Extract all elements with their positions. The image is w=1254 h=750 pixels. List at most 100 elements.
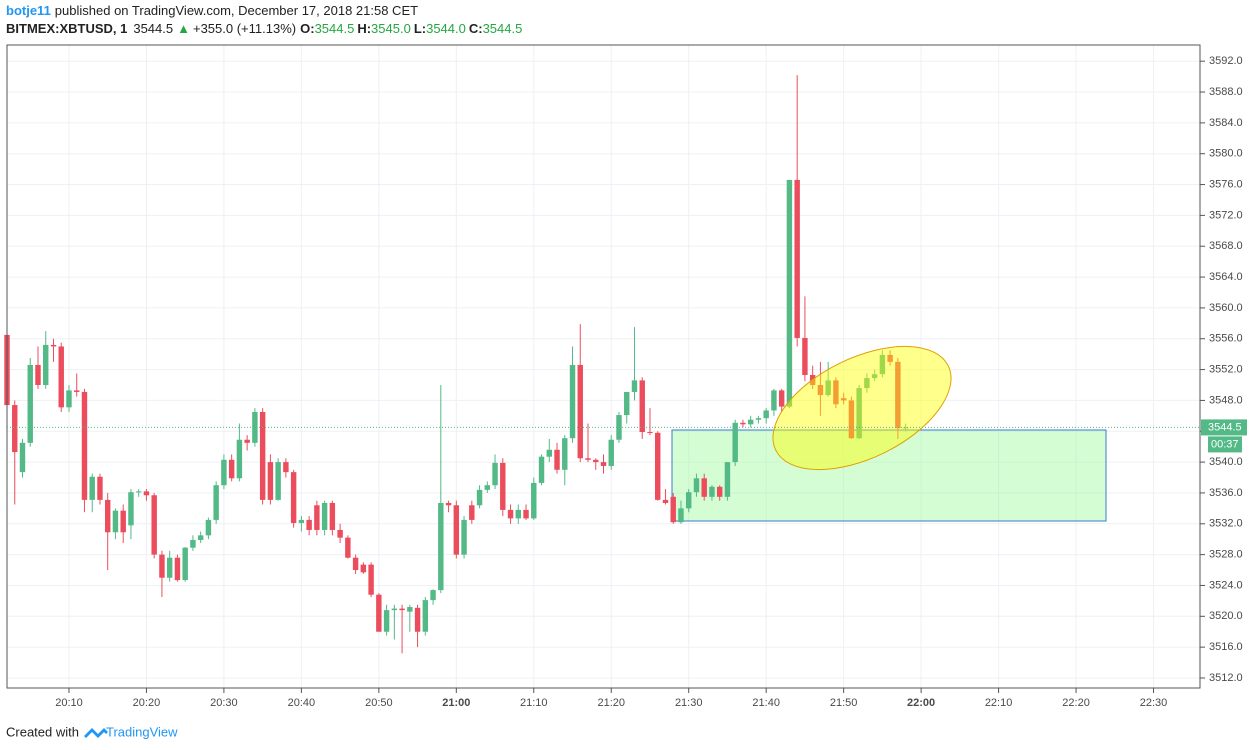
x-tick-label: 20:10 — [55, 697, 83, 709]
candle-body — [709, 486, 715, 497]
last: 3544.5 — [133, 21, 173, 36]
candle-body — [531, 482, 537, 519]
candle-body — [701, 478, 707, 497]
candle-body — [755, 418, 762, 420]
candle-body — [825, 380, 831, 396]
candle-body — [259, 411, 266, 500]
candle-body — [554, 449, 560, 470]
countdown-box — [1208, 436, 1242, 453]
o-label: O: — [300, 21, 314, 36]
candle-body — [902, 427, 909, 429]
user[interactable]: botje11 — [6, 3, 51, 18]
candle-body — [484, 485, 491, 490]
candle-body — [190, 539, 196, 548]
candle-body — [151, 495, 157, 555]
c-label: C: — [469, 21, 483, 36]
x-tick-label: 20:40 — [288, 697, 316, 709]
candle-body — [128, 492, 134, 526]
x-tick-label: 20:50 — [365, 697, 393, 709]
candle-body — [66, 390, 72, 408]
y-tick-label: 3564.0 — [1209, 271, 1243, 283]
candle-body — [298, 519, 305, 524]
x-tick-label: 22:10 — [985, 697, 1013, 709]
y-tick-label: 3556.0 — [1209, 333, 1243, 345]
candle-body — [724, 462, 731, 497]
footer-brand[interactable]: TradingView — [106, 724, 178, 739]
candle-body — [81, 391, 88, 500]
candle-body — [43, 344, 49, 386]
candle-body — [476, 489, 483, 506]
candle-body — [290, 472, 297, 524]
candle-body — [507, 509, 514, 519]
candle-body — [391, 608, 398, 611]
plot-frame — [6, 44, 1201, 689]
candle-body — [856, 388, 862, 439]
candle-body — [383, 610, 390, 632]
range-box[interactable] — [671, 429, 1107, 522]
candle-body — [236, 439, 243, 479]
y-tick-label: 3516.0 — [1209, 641, 1243, 653]
candle-body — [647, 432, 653, 434]
candle-body — [27, 364, 33, 443]
candle-body — [104, 499, 111, 533]
candle-body — [329, 502, 336, 530]
up-arrow: ▲ — [177, 21, 190, 36]
last-price-box — [1201, 419, 1247, 436]
candle-body — [453, 505, 460, 555]
candle-body — [352, 557, 359, 571]
candle-body — [833, 380, 839, 405]
y-tick-label: 3536.0 — [1209, 487, 1243, 499]
candle-body — [678, 508, 684, 523]
change: +355.0 (+11.13%) — [193, 21, 296, 36]
candle-body — [345, 537, 351, 558]
candle-body — [670, 496, 676, 523]
candle-body — [732, 422, 738, 463]
candle-body — [166, 557, 173, 578]
candle-body — [174, 557, 181, 581]
x-tick-label: 22:30 — [1140, 697, 1168, 709]
candle-body — [221, 459, 227, 486]
candle-body — [314, 505, 320, 530]
candle-body — [376, 594, 382, 632]
candle-body — [143, 491, 150, 496]
y-tick-label: 3548.0 — [1209, 394, 1243, 406]
candle-body — [306, 519, 312, 530]
y-tick-label: 3592.0 — [1209, 55, 1243, 67]
candle-body — [771, 390, 777, 411]
candle-body — [407, 607, 413, 612]
candle-body — [817, 385, 824, 396]
candle-body — [197, 535, 204, 540]
candle-body — [631, 380, 638, 392]
candle-body — [747, 419, 754, 425]
x-tick-label: 21:40 — [752, 697, 780, 709]
candle-body — [848, 400, 855, 439]
candle-body — [97, 476, 103, 500]
last-price-label: 3544.5 — [1208, 421, 1242, 433]
highlight-ellipse[interactable] — [754, 321, 970, 495]
candle-body — [585, 458, 591, 460]
candle-body — [321, 502, 328, 530]
axes: 3512.0 3516.0 3520.0 3524.0 3528.0 3532.0 3536… — [6, 44, 1247, 709]
candle-body — [778, 390, 785, 407]
candle-body — [569, 364, 576, 439]
candle-body — [864, 378, 870, 389]
y-tick-label: 3540.0 — [1209, 456, 1243, 468]
candle-body — [662, 499, 669, 503]
candle-body — [275, 462, 281, 500]
candle-body — [461, 519, 467, 555]
candle-body — [112, 510, 119, 533]
candle-body — [182, 547, 188, 581]
candle-body — [740, 422, 746, 425]
candle-body — [639, 380, 645, 433]
candle-body — [608, 439, 614, 466]
candle-body — [360, 564, 367, 573]
candle-body — [438, 502, 444, 591]
candle-body — [445, 502, 452, 506]
candle-body — [786, 179, 793, 407]
candle-body — [120, 510, 126, 533]
grid — [7, 45, 1200, 688]
candle-body — [802, 337, 808, 375]
candle-body — [58, 346, 64, 408]
x-tick-label: 21:50 — [830, 697, 858, 709]
y-tick-label: 3580.0 — [1209, 148, 1243, 160]
